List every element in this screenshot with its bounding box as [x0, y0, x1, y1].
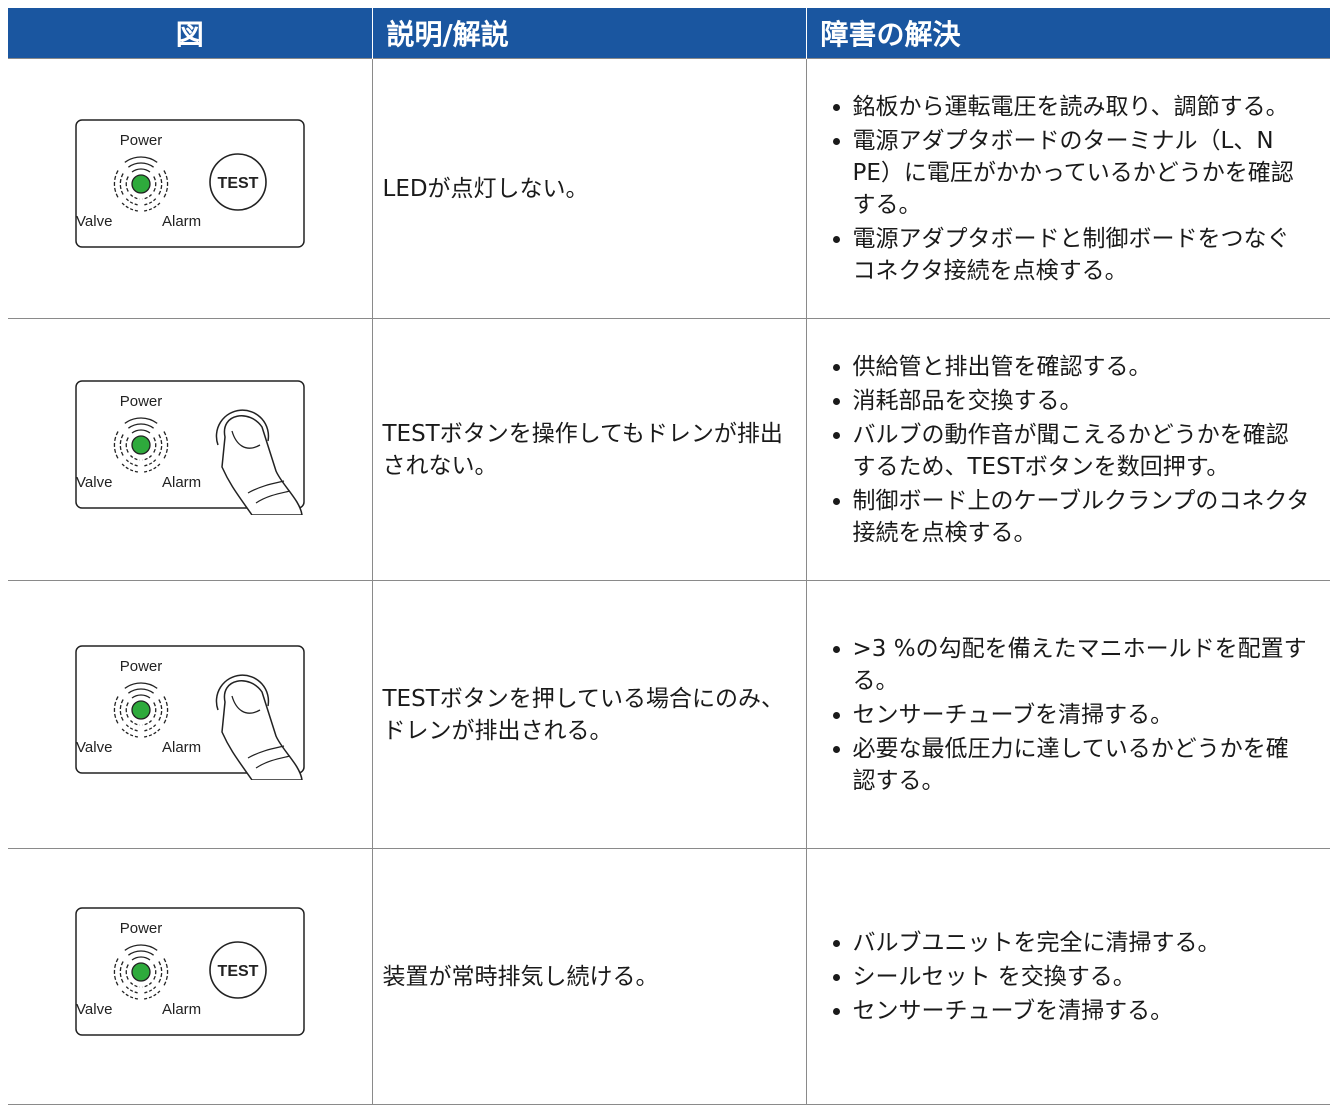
solution-item: 銘板から運転電圧を読み取り、調節する。 — [853, 91, 1311, 123]
solution-list: 供給管と排出管を確認する。消耗部品を交換する。バルブの動作音が聞こえるかどうかを… — [807, 351, 1311, 549]
solution-item: バルブの動作音が聞こえるかどうかを確認するため、TESTボタンを数回押す。 — [853, 419, 1311, 483]
header-row: 図 説明/解説 障害の解決 — [8, 8, 1330, 59]
valve-label: Valve — [76, 739, 112, 756]
solution-cell: 供給管と排出管を確認する。消耗部品を交換する。バルブの動作音が聞こえるかどうかを… — [805, 318, 1330, 581]
figure-cell: Power Valve Alarm — [8, 580, 373, 849]
power-label: Power — [119, 658, 162, 675]
solution-list: 銘板から運転電圧を読み取り、調節する。電源アダプタボードのターミナル（L、N P… — [807, 91, 1311, 287]
table-row: Power Valve Alarm TESTボタンを押している場合にのみ、ドレン… — [8, 580, 1330, 849]
test-button-label: TEST — [217, 963, 258, 980]
valve-label: Valve — [76, 1001, 112, 1018]
solution-item: 制御ボード上のケーブルクランプのコネクタ接続を点検する。 — [853, 485, 1311, 549]
solution-item: 供給管と排出管を確認する。 — [853, 351, 1311, 383]
figure-cell: Power Valve Alarm — [8, 318, 373, 581]
description: LEDが点灯しない。 — [371, 58, 807, 319]
power-label: Power — [119, 132, 162, 149]
figure-cell: Power Valve Alarm TEST — [8, 848, 373, 1105]
alarm-label: Alarm — [162, 739, 201, 756]
header-cell: 説明/解説 — [372, 8, 807, 59]
power-label: Power — [119, 393, 162, 410]
table-row: Power Valve Alarm TEST 装置が常時排気し続ける。 バルブユ… — [8, 848, 1330, 1105]
solution-cell: 銘板から運転電圧を読み取り、調節する。電源アダプタボードのターミナル（L、N P… — [805, 58, 1330, 319]
solution-list: >3 %の勾配を備えたマニホールドを配置する。センサーチューブを清掃する。必要な… — [807, 633, 1311, 797]
indicator-panel: Power Valve Alarm — [75, 380, 305, 516]
table-row: Power Valve Alarm TESTボタンを操作してもドレンが排出されな… — [8, 318, 1330, 581]
indicator-panel: Power Valve Alarm TEST — [75, 119, 305, 248]
solution-item: 必要な最低圧力に達しているかどうかを確認する。 — [853, 733, 1311, 797]
troubleshooting-table: 図 説明/解説 障害の解決 Power Valve Alarm TEST LED… — [8, 8, 1330, 1105]
solution-item: バルブユニットを完全に清掃する。 — [853, 927, 1311, 959]
alarm-label: Alarm — [162, 213, 201, 230]
valve-label: Valve — [76, 474, 112, 491]
valve-label: Valve — [76, 213, 112, 230]
figure-cell: Power Valve Alarm TEST — [8, 58, 373, 319]
solution-item: センサーチューブを清掃する。 — [853, 699, 1311, 731]
description: 装置が常時排気し続ける。 — [371, 848, 807, 1105]
solution-item: >3 %の勾配を備えたマニホールドを配置する。 — [853, 633, 1311, 697]
indicator-panel: Power Valve Alarm — [75, 645, 305, 781]
solution-item: 電源アダプタボードのターミナル（L、N PE）に電圧がかかっているかどうかを確認… — [853, 125, 1311, 221]
alarm-label: Alarm — [162, 474, 201, 491]
header-cell: 図 — [8, 8, 373, 59]
solution-item: 消耗部品を交換する。 — [853, 385, 1311, 417]
description: TESTボタンを押している場合にのみ、ドレンが排出される。 — [371, 580, 807, 849]
test-button-label: TEST — [217, 175, 258, 192]
solution-item: 電源アダプタボードと制御ボードをつなぐコネクタ接続を点検する。 — [853, 223, 1311, 287]
solution-item: シールセット を交換する。 — [853, 961, 1311, 993]
indicator-panel: Power Valve Alarm TEST — [75, 907, 305, 1036]
solution-cell: >3 %の勾配を備えたマニホールドを配置する。センサーチューブを清掃する。必要な… — [805, 580, 1330, 849]
power-label: Power — [119, 920, 162, 937]
solution-cell: バルブユニットを完全に清掃する。シールセット を交換する。センサーチューブを清掃… — [805, 848, 1330, 1105]
solution-item: センサーチューブを清掃する。 — [853, 995, 1311, 1027]
description: TESTボタンを操作してもドレンが排出されない。 — [371, 318, 807, 581]
header-cell: 障害の解決 — [806, 8, 1330, 59]
table-row: Power Valve Alarm TEST LEDが点灯しない。 銘板から運転… — [8, 58, 1330, 319]
alarm-label: Alarm — [162, 1001, 201, 1018]
solution-list: バルブユニットを完全に清掃する。シールセット を交換する。センサーチューブを清掃… — [807, 927, 1311, 1027]
table-body: Power Valve Alarm TEST LEDが点灯しない。 銘板から運転… — [8, 58, 1330, 1105]
